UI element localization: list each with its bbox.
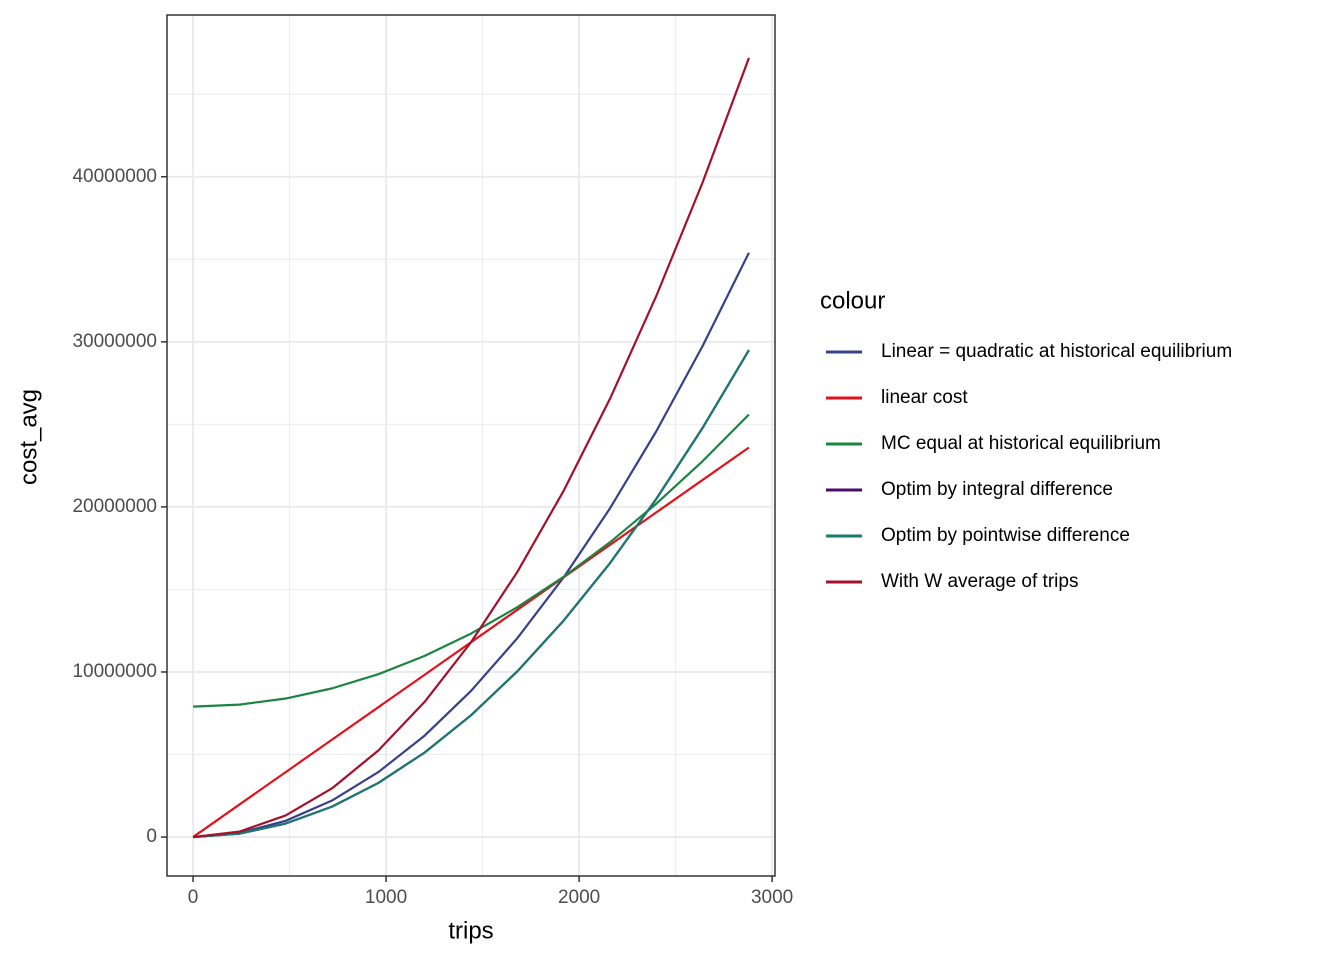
y-tick-label: 20000000 bbox=[72, 496, 157, 517]
panel-border bbox=[166, 14, 776, 877]
x-tick-label: 3000 bbox=[751, 887, 793, 908]
x-tick-label: 0 bbox=[188, 887, 199, 908]
y-tick-label: 10000000 bbox=[72, 661, 157, 682]
series-line bbox=[193, 413, 750, 708]
legend-label: Optim by integral difference bbox=[881, 479, 1113, 500]
x-tick-label: 1000 bbox=[365, 887, 407, 908]
y-tick-label: 40000000 bbox=[72, 166, 157, 187]
legend-label: With W average of trips bbox=[881, 571, 1078, 592]
y-axis-title: cost_avg bbox=[15, 389, 42, 485]
x-tick-label: 2000 bbox=[558, 887, 600, 908]
series-line bbox=[192, 57, 750, 839]
legend-label: linear cost bbox=[881, 387, 968, 408]
legend-label: MC equal at historical equilibrium bbox=[881, 433, 1161, 454]
y-tick-label: 0 bbox=[146, 826, 157, 847]
y-tick-label: 30000000 bbox=[72, 331, 157, 352]
series-line bbox=[192, 349, 750, 839]
x-axis-title: trips bbox=[448, 917, 493, 944]
series-line bbox=[192, 252, 750, 839]
legend-label: Optim by pointwise difference bbox=[881, 525, 1130, 546]
legend-label: Linear = quadratic at historical equilib… bbox=[881, 341, 1232, 362]
legend-title: colour bbox=[820, 287, 885, 314]
